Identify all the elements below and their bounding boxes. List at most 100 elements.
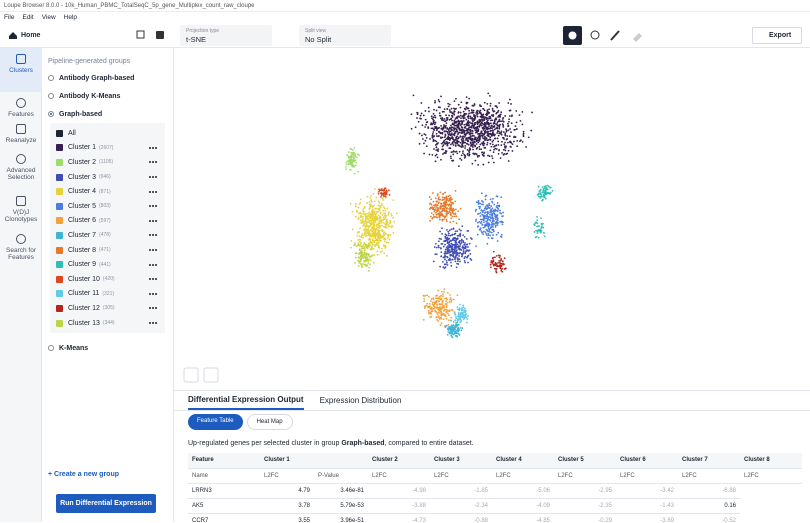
tsne-plot[interactable] bbox=[174, 48, 810, 390]
cell-point bbox=[457, 312, 460, 315]
zoom-button[interactable] bbox=[203, 367, 219, 383]
cell-point bbox=[489, 226, 492, 229]
export-button[interactable]: Export bbox=[752, 27, 802, 44]
more-menu[interactable] bbox=[149, 263, 157, 266]
cluster-row[interactable]: Cluster 5 (803) bbox=[56, 199, 165, 214]
cluster-row[interactable]: Cluster 11 (321) bbox=[56, 287, 165, 302]
subheader-cell[interactable]: L2FC bbox=[616, 468, 678, 484]
menu-item[interactable]: View bbox=[41, 14, 56, 21]
cluster-row[interactable]: Cluster 13 (344) bbox=[56, 316, 165, 331]
menu-item[interactable]: File bbox=[4, 14, 15, 21]
nav-item[interactable]: Reanalyze bbox=[0, 118, 42, 148]
zoom-button[interactable] bbox=[183, 367, 199, 383]
subheader-cell[interactable]: L2FC bbox=[678, 468, 740, 484]
cluster-row[interactable]: Cluster 6 (597) bbox=[56, 214, 165, 229]
radio-option[interactable]: Antibody Graph-based bbox=[42, 69, 173, 87]
cell-point bbox=[424, 139, 427, 142]
more-menu[interactable] bbox=[149, 146, 157, 149]
more-menu[interactable] bbox=[149, 278, 157, 281]
subheader-cell[interactable]: P-Value bbox=[314, 468, 368, 484]
radio-option[interactable]: K-Means bbox=[42, 339, 173, 357]
tab[interactable]: Expression Distribution bbox=[319, 396, 402, 405]
data-row[interactable]: LRRN3 4.79 3.46e-81 -4.98 -1.85 -5.06 -2.95 -3.… bbox=[188, 483, 802, 499]
cell-point bbox=[360, 242, 362, 245]
cell-point bbox=[347, 151, 350, 154]
cluster-row[interactable]: All bbox=[56, 126, 165, 141]
projection-select[interactable]: Projection type t-SNE bbox=[180, 25, 272, 46]
cell-point bbox=[457, 323, 460, 326]
subheader-cell[interactable]: L2FC bbox=[260, 468, 314, 484]
cell-point bbox=[363, 223, 365, 225]
cell-point bbox=[549, 191, 552, 194]
cluster-row[interactable]: Cluster 10 (420) bbox=[56, 272, 165, 287]
cluster-row[interactable]: Cluster 3 (946) bbox=[56, 170, 165, 185]
tab[interactable]: Differential Expression Output bbox=[188, 391, 304, 410]
subtab[interactable]: Feature Table bbox=[188, 414, 243, 430]
subtab[interactable]: Heat Map bbox=[246, 414, 293, 430]
cluster-row[interactable]: Cluster 1 (2607) bbox=[56, 141, 165, 156]
cell-point bbox=[456, 253, 459, 256]
subheader-cell[interactable]: L2FC bbox=[368, 468, 430, 484]
cell-point bbox=[493, 263, 496, 266]
cell-point bbox=[451, 215, 454, 218]
more-menu[interactable] bbox=[149, 190, 157, 193]
subheader-cell[interactable]: L2FC bbox=[740, 468, 802, 484]
more-menu[interactable] bbox=[149, 219, 157, 222]
nav-item[interactable]: V(D)J Clonotypes bbox=[0, 190, 42, 228]
more-menu[interactable] bbox=[149, 161, 157, 164]
cell-point bbox=[430, 212, 433, 214]
cell-point bbox=[350, 246, 353, 249]
cluster-row[interactable]: Cluster 8 (471) bbox=[56, 243, 165, 258]
menu-item[interactable]: Help bbox=[63, 14, 78, 21]
cluster-row[interactable]: Cluster 7 (478) bbox=[56, 228, 165, 243]
more-menu[interactable] bbox=[149, 322, 157, 325]
data-row[interactable]: AK5 3.78 5.79e-53 -3.88 -2.34 -4.09 -2.35 -1.43… bbox=[188, 498, 802, 514]
create-group[interactable]: + Create a new group bbox=[48, 471, 119, 478]
cell-point bbox=[467, 254, 470, 257]
checkbox bbox=[56, 129, 63, 137]
cell-point bbox=[476, 109, 479, 112]
split-select[interactable]: Split view No Split bbox=[299, 25, 391, 46]
cell-point bbox=[377, 208, 380, 210]
more-menu[interactable] bbox=[149, 249, 157, 252]
cell-point bbox=[538, 190, 541, 193]
tool-icons[interactable] bbox=[563, 26, 645, 46]
cell-point bbox=[456, 126, 459, 129]
nav-item[interactable]: Clusters bbox=[0, 48, 42, 92]
cell-point bbox=[438, 134, 440, 137]
menu-item[interactable]: Edit bbox=[22, 14, 34, 21]
more-menu[interactable] bbox=[149, 307, 157, 310]
cluster-row[interactable]: Cluster 9 (441) bbox=[56, 257, 165, 272]
cell-point bbox=[416, 113, 419, 116]
data-row[interactable]: CCR7 3.55 3.96e-51 -4.73 -0.88 -4.85 -0.29 -3.6… bbox=[188, 513, 802, 523]
more-menu[interactable] bbox=[149, 292, 157, 295]
cell-point bbox=[466, 143, 469, 145]
cell-point bbox=[459, 157, 461, 160]
cell-point bbox=[477, 129, 479, 132]
cell-point bbox=[454, 313, 457, 316]
more-menu[interactable] bbox=[149, 176, 157, 179]
more-menu[interactable] bbox=[149, 234, 157, 237]
radio-option[interactable]: Antibody K-Means bbox=[42, 87, 173, 105]
cell-point bbox=[461, 252, 464, 255]
cell-point bbox=[368, 201, 371, 203]
cell-point bbox=[460, 240, 463, 242]
subheader-cell[interactable]: L2FC bbox=[492, 468, 554, 484]
cluster-row[interactable]: Cluster 4 (871) bbox=[56, 184, 165, 199]
cell-point bbox=[349, 155, 352, 158]
nav-item[interactable]: Features bbox=[0, 92, 42, 118]
more-menu[interactable] bbox=[149, 205, 157, 208]
cell-point bbox=[356, 244, 359, 247]
home-button[interactable]: Home bbox=[21, 32, 41, 39]
nav-item[interactable]: Advanced Selection bbox=[0, 148, 42, 190]
cell-point bbox=[460, 315, 463, 317]
nav-item[interactable]: Search for Features bbox=[0, 228, 42, 262]
subheader-cell[interactable]: L2FC bbox=[430, 468, 492, 484]
subheader-cell[interactable]: L2FC bbox=[554, 468, 616, 484]
cluster-row[interactable]: Cluster 12 (305) bbox=[56, 301, 165, 316]
cell-point bbox=[489, 126, 492, 129]
cell-point bbox=[423, 300, 426, 303]
run-button[interactable]: Run Differential Expression bbox=[56, 494, 156, 513]
cluster-row[interactable]: Cluster 2 (1105) bbox=[56, 155, 165, 170]
radio-option[interactable]: Graph-based bbox=[42, 105, 173, 123]
